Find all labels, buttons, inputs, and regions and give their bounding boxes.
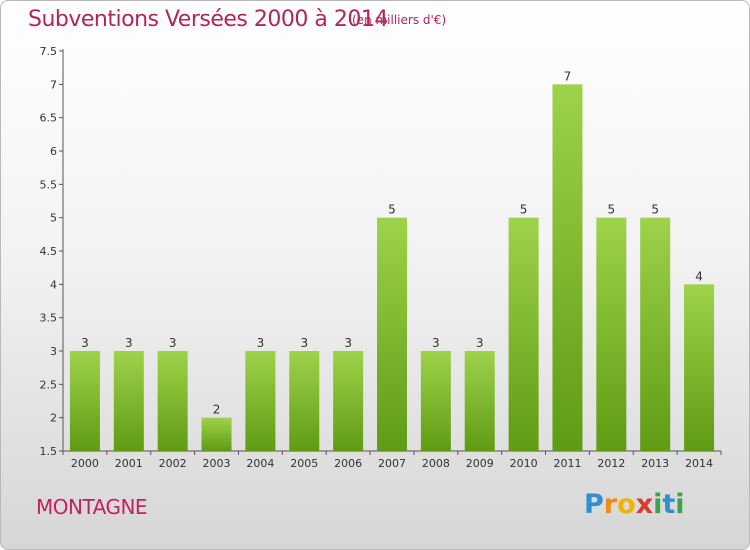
bar-value-label: 3 [344,336,352,350]
bars: 3 3 3 2 3 3 3 5 3 3 5 7 5 5 4 [69,69,715,451]
x-tick-label: 2003 [203,457,231,470]
y-tick-label: 4.5 [40,245,58,258]
x-tick-label: 2007 [378,457,406,470]
bar [508,217,539,451]
x-tick-label: 2000 [71,457,99,470]
x-tick-label: 2011 [553,457,581,470]
x-tick-label: 2005 [290,457,318,470]
bar-value-label: 3 [81,336,89,350]
bar-value-label: 3 [257,336,265,350]
chart-unit: (en milliers d'€) [352,13,447,27]
x-tick-label: 2010 [510,457,538,470]
bar-value-label: 2 [213,403,221,417]
bar-value-label: 5 [651,203,659,217]
bar [464,351,495,451]
x-tick-label: 2006 [334,457,362,470]
bar [377,217,407,451]
commune-name: MONTAGNE [36,495,148,519]
y-tick-label: 5.5 [40,178,58,191]
y-tick-label: 2 [50,412,57,425]
bar [640,217,671,451]
bar-value-label: 3 [169,336,177,350]
y-tick-label: 3.5 [40,312,58,325]
x-tick-label: 2014 [685,457,713,470]
chart-title: Subventions Versées 2000 à 2014 [28,7,388,32]
y-tick-label: 1.5 [40,445,58,458]
x-tick-label: 2013 [641,457,669,470]
x-tick-label: 2009 [466,457,494,470]
x-tick-label: 2004 [246,457,274,470]
y-tick-label: 7 [50,78,57,91]
y-tick-label: 2.5 [40,378,58,391]
proxiti-logo[interactable]: Proxiti [584,489,685,520]
bar [113,351,144,451]
bar [596,217,627,451]
y-tick-label: 7.5 [40,45,58,58]
bar-value-label: 5 [608,203,616,217]
bar-value-label: 7 [564,69,572,83]
x-tick-label: 2002 [159,457,187,470]
x-tick-label: 2012 [597,457,625,470]
y-tick-label: 5 [50,212,57,225]
y-tick-label: 6 [50,145,57,158]
bar [289,351,320,451]
bar [69,351,100,451]
y-tick-label: 4 [50,278,57,291]
axes: 1.5 2 2.5 3 3.5 4 4.5 5 5.5 6 6.5 7 7.5 2000 2001 2002 2… [40,45,722,470]
bar [245,351,276,451]
bar [552,84,583,451]
bar [420,351,451,451]
bar-value-label: 4 [695,269,703,283]
x-tick-label: 2001 [115,457,143,470]
bar-value-label: 3 [125,336,133,350]
y-tick-label: 6.5 [40,112,58,125]
bar [201,417,232,451]
bar-value-label: 3 [432,336,440,350]
bar-value-label: 5 [388,203,396,217]
x-tick-label: 2008 [422,457,450,470]
bar-value-label: 5 [520,203,528,217]
bar [157,351,188,451]
bar [333,351,364,451]
bar [684,284,715,451]
y-tick-label: 3 [50,345,57,358]
bar-value-label: 3 [300,336,308,350]
bar-value-label: 3 [476,336,484,350]
